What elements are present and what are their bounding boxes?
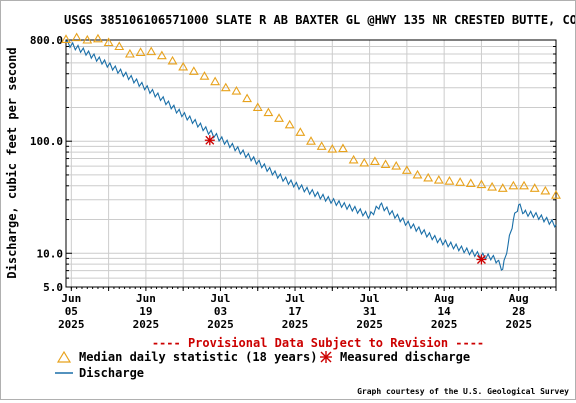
x-tick-label: 19 [139,305,152,318]
x-tick-label: 2025 [282,318,309,331]
x-tick-label: 2025 [207,318,234,331]
plot-area-border [65,39,557,288]
median-point [391,160,402,170]
x-tick-label: Jul [360,292,380,305]
x-tick-label: 2025 [58,318,85,331]
x-axis-ticks: Jun052025Jun192025Jul032025Jul172025Jul3… [58,287,557,331]
y-tick-label: 10.0 [37,247,64,260]
x-tick-label: 2025 [356,318,383,331]
median-point [327,144,338,153]
median-point [306,136,316,145]
median-point [465,178,476,187]
y-tick-label: 5.0 [43,281,63,294]
median-point [82,34,93,44]
median-point [529,183,540,192]
median-point [519,180,529,190]
median-point [178,61,189,71]
median-point [220,82,231,92]
usgs-credit: Graph courtesy of the U.S. Geological Su… [357,386,569,396]
median-point [231,85,242,95]
legend-measured-label: Measured discharge [340,350,470,364]
median-point [242,93,253,103]
median-point [369,156,380,165]
median-point [359,157,370,167]
y-axis-ticks: 5.0 10.0 100.0 800.0 [30,34,556,294]
x-tick-label: 31 [363,305,377,318]
chart-title: USGS 385106106571000 SLATE R AB BAXTER G… [64,13,575,27]
median-point [274,113,284,122]
median-point [476,179,487,189]
discharge-series-line [65,39,557,271]
legend: Median daily statistic (18 years) Measur… [55,350,470,380]
y-tick-label: 100.0 [30,135,63,148]
median-point [146,46,157,56]
median-point [103,37,114,47]
median-point [455,177,466,186]
median-point [167,55,178,65]
y-tick-label: 800.0 [30,34,63,47]
median-point [444,176,455,185]
median-point [412,169,423,179]
median-point [423,172,434,182]
median-point [252,102,263,112]
measured-discharge-point [476,254,487,265]
x-tick-label: 2025 [505,318,532,331]
median-point [135,47,146,56]
median-point [263,107,274,117]
median-point [433,174,444,184]
median-point [508,180,519,190]
median-point [338,143,348,153]
x-tick-label: Jul [285,292,305,305]
median-point [124,48,135,58]
median-point [156,50,167,60]
median-point [540,185,551,195]
median-point [401,165,412,174]
legend-median-triangle-icon [56,350,72,363]
legend-discharge-label: Discharge [79,366,144,380]
legend-measured-asterisk-icon [320,351,332,363]
median-point [114,41,125,51]
x-tick-label: Jul [211,292,231,305]
x-tick-label: Aug [434,292,454,305]
x-tick-label: 03 [214,305,227,318]
median-point [316,141,327,150]
x-tick-label: 05 [65,305,78,318]
median-point [210,76,221,86]
median-point [348,154,359,164]
x-tick-label: 2025 [133,318,160,331]
x-tick-label: 28 [512,305,525,318]
median-point [93,33,103,43]
median-point [551,190,561,199]
x-tick-label: 17 [288,305,301,318]
median-point [71,32,82,42]
x-tick-label: Aug [509,292,529,305]
legend-median-label: Median daily statistic (18 years) [79,350,317,364]
provisional-note: ---- Provisional Data Subject to Revisio… [152,336,484,350]
x-tick-label: Jun [136,292,156,305]
grid-lines [66,39,557,288]
median-point [188,66,199,75]
x-tick-label: 14 [438,305,452,318]
measured-discharge-point [204,135,215,146]
y-axis-label: Discharge, cubic feet per second [5,47,19,278]
median-point [199,71,210,80]
x-tick-label: 2025 [431,318,458,331]
x-tick-label: Jun [61,292,81,305]
median-point [295,127,306,136]
median-point [380,159,391,169]
median-point [284,119,295,129]
median-point [487,181,498,191]
median-point [61,34,71,43]
median-point [497,183,508,192]
series-layer [61,32,561,271]
